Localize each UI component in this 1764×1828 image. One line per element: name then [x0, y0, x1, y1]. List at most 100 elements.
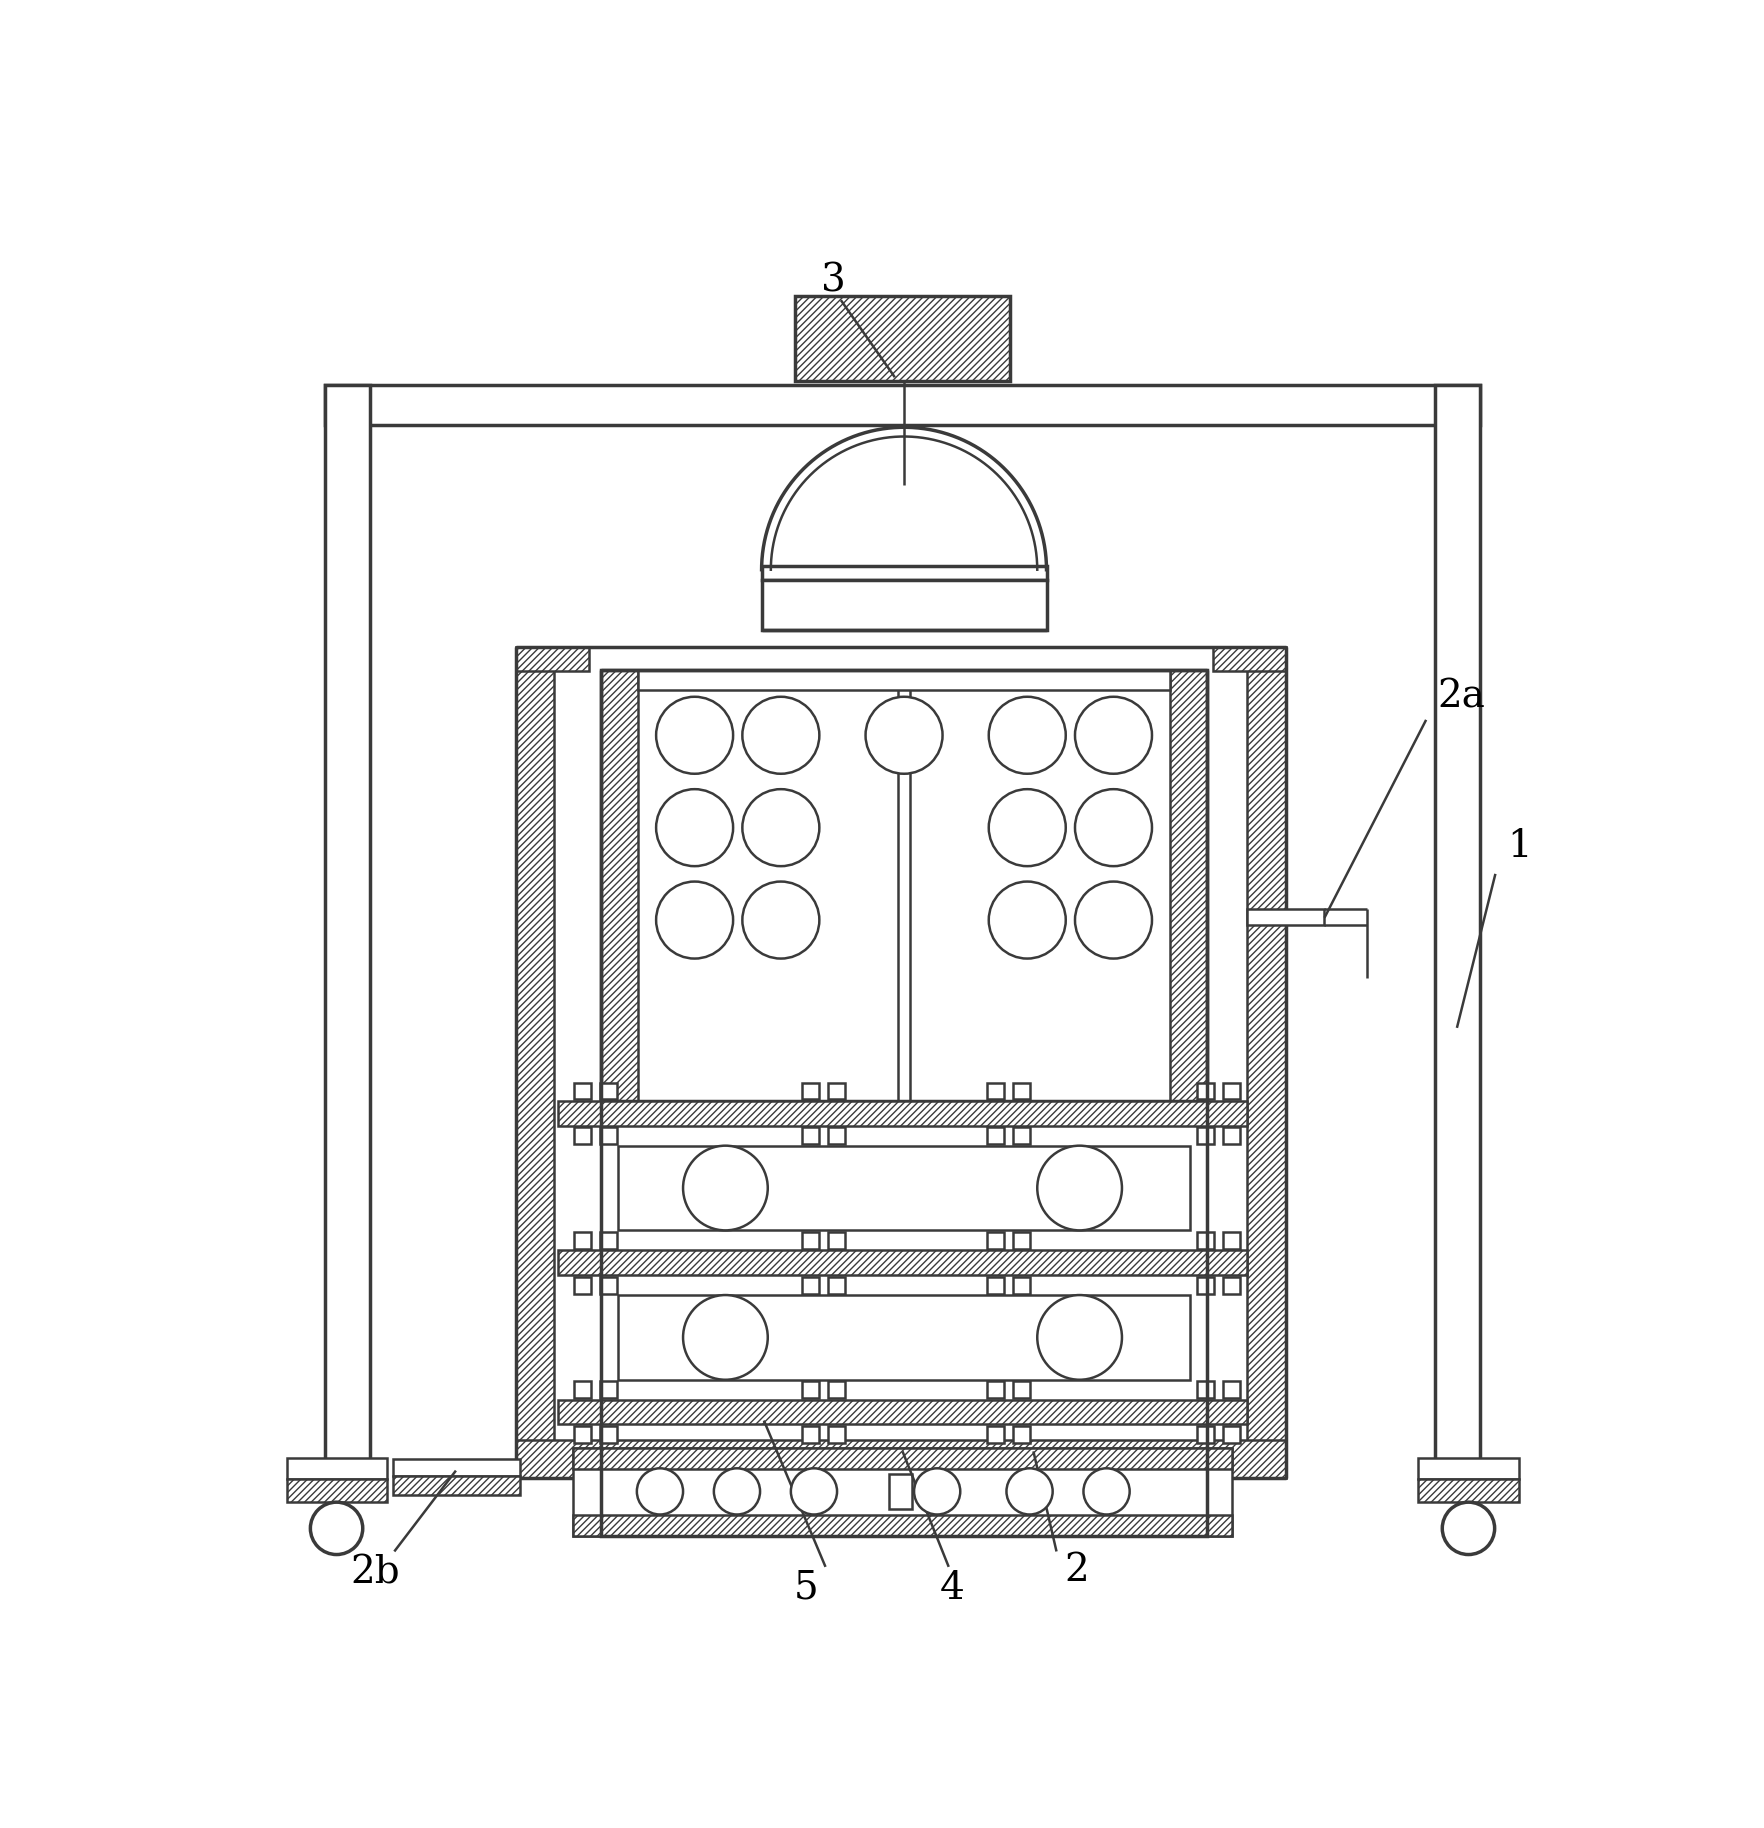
- Bar: [602, 669, 637, 1100]
- Bar: [325, 386, 370, 1486]
- Circle shape: [714, 1468, 760, 1515]
- Circle shape: [1074, 696, 1152, 773]
- Bar: [1198, 1082, 1214, 1099]
- Bar: [1198, 1232, 1214, 1249]
- Circle shape: [743, 696, 818, 773]
- Circle shape: [1007, 1468, 1053, 1515]
- Bar: [803, 1128, 818, 1144]
- Circle shape: [1443, 1503, 1494, 1554]
- Bar: [1418, 1457, 1519, 1479]
- Bar: [803, 1382, 818, 1398]
- Bar: [573, 1448, 1231, 1470]
- Bar: [393, 1475, 520, 1495]
- Bar: [1198, 1276, 1214, 1294]
- Bar: [803, 1232, 818, 1249]
- Bar: [600, 1276, 617, 1294]
- Bar: [575, 1082, 591, 1099]
- Bar: [1013, 1232, 1030, 1249]
- Bar: [602, 669, 1207, 1536]
- Bar: [988, 1382, 1004, 1398]
- Circle shape: [990, 881, 1065, 958]
- Bar: [988, 1232, 1004, 1249]
- Bar: [988, 1426, 1004, 1442]
- Text: 2a: 2a: [1438, 678, 1485, 715]
- Bar: [325, 386, 1480, 424]
- Bar: [1418, 1479, 1519, 1503]
- Bar: [600, 1128, 617, 1144]
- Circle shape: [743, 790, 818, 866]
- Bar: [889, 1475, 912, 1510]
- Text: 2: 2: [1064, 1552, 1088, 1589]
- Bar: [803, 1082, 818, 1099]
- Bar: [1247, 647, 1286, 1479]
- Bar: [515, 647, 554, 1479]
- Bar: [1247, 909, 1325, 925]
- Circle shape: [637, 1468, 683, 1515]
- Bar: [1171, 669, 1207, 1100]
- Bar: [1198, 1382, 1214, 1398]
- Circle shape: [1074, 881, 1152, 958]
- Bar: [637, 669, 1171, 689]
- Bar: [617, 1294, 1191, 1380]
- Bar: [796, 296, 1011, 380]
- Bar: [827, 1276, 845, 1294]
- Circle shape: [310, 1503, 363, 1554]
- Bar: [554, 671, 1247, 1440]
- Circle shape: [683, 1146, 767, 1230]
- Bar: [1222, 1276, 1240, 1294]
- Bar: [988, 1276, 1004, 1294]
- Bar: [557, 1250, 1247, 1276]
- Bar: [1198, 1128, 1214, 1144]
- Bar: [827, 1382, 845, 1398]
- Circle shape: [656, 696, 734, 773]
- Circle shape: [1083, 1468, 1129, 1515]
- Bar: [1198, 1426, 1214, 1442]
- Text: 4: 4: [940, 1570, 965, 1607]
- Bar: [600, 1082, 617, 1099]
- Circle shape: [683, 1294, 767, 1380]
- Text: 2b: 2b: [351, 1554, 400, 1592]
- Bar: [1214, 647, 1286, 671]
- Bar: [1013, 1276, 1030, 1294]
- Bar: [827, 1128, 845, 1144]
- Bar: [557, 1100, 1247, 1126]
- Bar: [1222, 1426, 1240, 1442]
- Bar: [286, 1479, 386, 1503]
- Bar: [1222, 1128, 1240, 1144]
- Bar: [573, 1515, 1231, 1536]
- Bar: [617, 1146, 1191, 1230]
- Bar: [637, 689, 1171, 1100]
- Circle shape: [1074, 790, 1152, 866]
- Bar: [557, 1400, 1247, 1424]
- Bar: [1222, 1382, 1240, 1398]
- Bar: [600, 1426, 617, 1442]
- Bar: [762, 579, 1046, 631]
- Bar: [600, 1232, 617, 1249]
- Circle shape: [990, 790, 1065, 866]
- Bar: [575, 1276, 591, 1294]
- Bar: [393, 1459, 520, 1475]
- Text: 5: 5: [794, 1570, 818, 1607]
- Bar: [762, 567, 1046, 579]
- Bar: [827, 1232, 845, 1249]
- Circle shape: [743, 881, 818, 958]
- Bar: [988, 1128, 1004, 1144]
- Bar: [1013, 1382, 1030, 1398]
- Bar: [1013, 1128, 1030, 1144]
- Text: 3: 3: [820, 263, 845, 300]
- Circle shape: [790, 1468, 838, 1515]
- Bar: [515, 1440, 1286, 1479]
- Bar: [988, 1082, 1004, 1099]
- Bar: [1013, 1082, 1030, 1099]
- Circle shape: [866, 696, 942, 773]
- Bar: [1013, 1426, 1030, 1442]
- Bar: [600, 1382, 617, 1398]
- Circle shape: [1037, 1146, 1122, 1230]
- Circle shape: [656, 790, 734, 866]
- Circle shape: [1037, 1294, 1122, 1380]
- Bar: [827, 1082, 845, 1099]
- Bar: [575, 1382, 591, 1398]
- Text: 1: 1: [1506, 828, 1531, 865]
- Bar: [803, 1276, 818, 1294]
- Bar: [1436, 386, 1480, 1486]
